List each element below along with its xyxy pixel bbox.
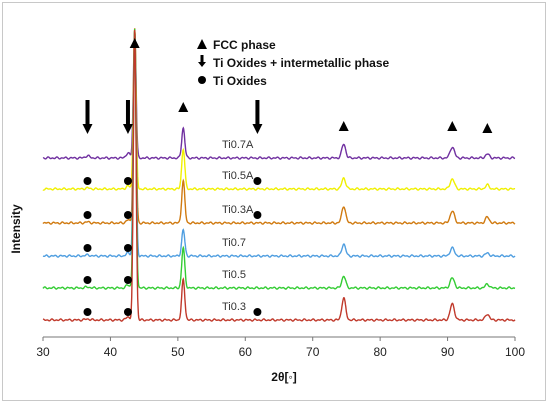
legend-label: Ti Oxides bbox=[213, 74, 267, 88]
series-line-ti0-7a bbox=[42, 30, 516, 160]
series-label-ti0-3: Ti0.3 bbox=[222, 301, 246, 313]
legend-label: Ti Oxides + intermetallic phase bbox=[213, 56, 390, 70]
legend-label: FCC phase bbox=[213, 38, 276, 52]
ti-oxide-dot-ti0-5a-36-6 bbox=[83, 177, 92, 185]
x-tick-label-80: 80 bbox=[373, 345, 387, 359]
ti-oxide-dot-ti0-3-61-8 bbox=[253, 308, 262, 316]
series-line-ti0-3a bbox=[42, 28, 516, 225]
legend-entry-ti-oxides-intermetallic-phase: Ti Oxides + intermetallic phase bbox=[198, 55, 390, 70]
series-label-ti0-5a: Ti0.5A bbox=[222, 170, 254, 182]
series-labels: Ti0.7A Ti0.5A Ti0.3A Ti0.7 Ti0.5 Ti0.3 bbox=[222, 139, 254, 313]
chart-svg: FCC phase Ti Oxides + intermetallic phase… bbox=[9, 28, 525, 384]
x-axis: 30 40 50 60 70 80 90 100 bbox=[36, 336, 525, 359]
oxide-intermetallic-arrow-61-8 bbox=[252, 100, 263, 134]
x-tick-label-30: 30 bbox=[36, 345, 50, 359]
legend-circle-icon bbox=[198, 76, 206, 84]
legend: FCC phase Ti Oxides + intermetallic phase… bbox=[197, 38, 390, 88]
fcc-marker-90-7 bbox=[447, 121, 458, 131]
x-tick-label-40: 40 bbox=[104, 345, 118, 359]
series-line-ti0-3 bbox=[42, 29, 516, 322]
traces bbox=[42, 28, 516, 322]
xrd-chart: FCC phase Ti Oxides + intermetallic phase… bbox=[2, 2, 546, 401]
legend-triangle-icon bbox=[197, 39, 207, 49]
series-label-ti0-5: Ti0.5 bbox=[222, 269, 246, 281]
ti-oxide-dot-ti0-3a-42-6 bbox=[123, 211, 132, 219]
legend-entry-fcc-phase: FCC phase bbox=[197, 38, 276, 52]
ti-oxide-dot-ti0-7-42-6 bbox=[123, 244, 132, 252]
x-tick-label-70: 70 bbox=[306, 345, 320, 359]
x-axis-title: 2θ[◦] bbox=[271, 370, 296, 384]
phase-markers bbox=[82, 38, 493, 316]
fcc-marker-95-9 bbox=[482, 123, 493, 133]
series-label-ti0-3a: Ti0.3A bbox=[222, 204, 254, 216]
fcc-marker-74-6 bbox=[338, 121, 349, 131]
fcc-marker-43-6 bbox=[129, 38, 140, 48]
y-axis-title: Intensity bbox=[9, 204, 23, 254]
series-label-ti0-7a: Ti0.7A bbox=[222, 139, 254, 151]
ti-oxide-dot-ti0-5-42-6 bbox=[123, 276, 132, 284]
oxide-intermetallic-arrow-36-6 bbox=[82, 100, 93, 134]
series-line-ti0-5 bbox=[42, 28, 516, 290]
ti-oxide-dot-ti0-5a-61-8 bbox=[253, 177, 262, 185]
series-line-ti0-7 bbox=[42, 30, 516, 258]
ti-oxide-dot-ti0-7-36-6 bbox=[83, 244, 92, 252]
oxide-intermetallic-arrow-42-6 bbox=[122, 100, 133, 134]
series-line-ti0-5a bbox=[42, 29, 516, 191]
x-tick-label-60: 60 bbox=[239, 345, 253, 359]
ti-oxide-dot-ti0-3-36-6 bbox=[83, 308, 92, 316]
x-tick-label-100: 100 bbox=[505, 345, 525, 359]
ti-oxide-dot-ti0-5-36-6 bbox=[83, 276, 92, 284]
x-tick-label-90: 90 bbox=[441, 345, 455, 359]
ti-oxide-dot-ti0-3a-61-8 bbox=[253, 211, 262, 219]
ti-oxide-dot-ti0-3-42-6 bbox=[123, 308, 132, 316]
series-label-ti0-7: Ti0.7 bbox=[222, 237, 246, 249]
legend-entry-ti-oxides: Ti Oxides bbox=[198, 74, 267, 88]
fcc-marker-50-8 bbox=[178, 102, 189, 112]
legend-arrow-icon bbox=[200, 55, 204, 63]
ti-oxide-dot-ti0-5a-42-6 bbox=[123, 177, 132, 185]
x-tick-label-50: 50 bbox=[171, 345, 185, 359]
ti-oxide-dot-ti0-3a-36-6 bbox=[83, 211, 92, 219]
